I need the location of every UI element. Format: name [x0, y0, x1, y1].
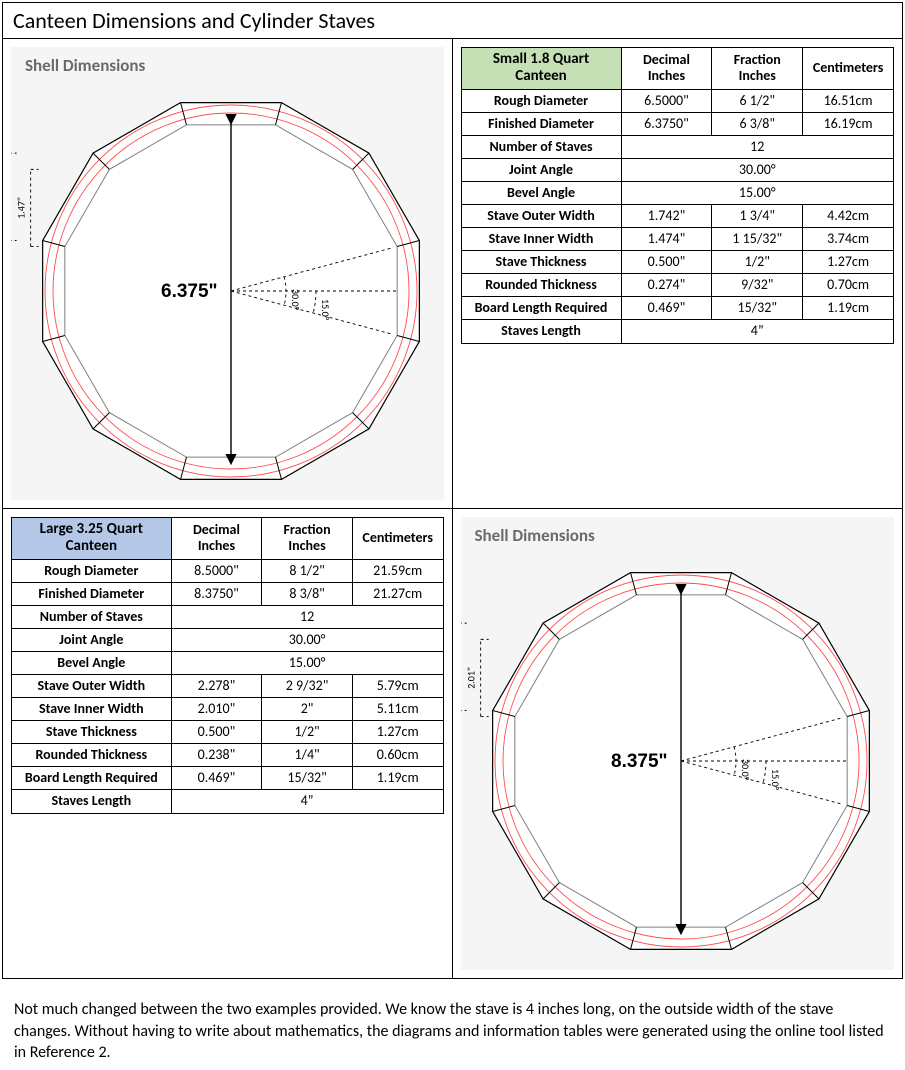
svg-text:30.0°: 30.0°	[289, 289, 302, 311]
svg-text:30.0°: 30.0°	[739, 759, 752, 781]
content-grid: Shell Dimensions 6.375"30.0°15.0°1.47"1.…	[3, 39, 902, 978]
small-dimensions-table: Small 1.8 Quart CanteenDecimal InchesFra…	[461, 47, 895, 344]
svg-text:15.0°: 15.0°	[319, 299, 332, 321]
large-diagram: Shell Dimensions 8.375"30.0°15.0°2.01"2.…	[461, 517, 895, 970]
small-table-cell: Small 1.8 Quart CanteenDecimal InchesFra…	[453, 39, 903, 509]
small-polygon-svg: 6.375"30.0°15.0°1.47"1.74"	[11, 76, 431, 500]
large-polygon-svg: 8.375"30.0°15.0°2.01"2.28"	[461, 546, 881, 970]
large-table-cell: Large 3.25 Quart CanteenDecimal InchesFr…	[3, 509, 453, 978]
svg-text:2.01": 2.01"	[464, 667, 477, 689]
large-diagram-cell: Shell Dimensions 8.375"30.0°15.0°2.01"2.…	[453, 509, 903, 978]
svg-text:15.0°: 15.0°	[769, 769, 782, 791]
large-dimensions-table: Large 3.25 Quart CanteenDecimal InchesFr…	[11, 517, 444, 814]
page-title: Canteen Dimensions and Cylinder Staves	[3, 3, 902, 39]
svg-text:6.375": 6.375"	[161, 281, 218, 302]
small-diagram: Shell Dimensions 6.375"30.0°15.0°1.47"1.…	[11, 47, 444, 500]
svg-text:1.47": 1.47"	[15, 197, 28, 219]
diagram-title-large: Shell Dimensions	[461, 517, 895, 546]
small-diagram-cell: Shell Dimensions 6.375"30.0°15.0°1.47"1.…	[3, 39, 453, 509]
page-frame: Canteen Dimensions and Cylinder Staves S…	[2, 2, 903, 979]
diagram-title-small: Shell Dimensions	[11, 47, 444, 76]
svg-text:8.375": 8.375"	[611, 751, 668, 772]
footer-paragraph: Not much changed between the two example…	[0, 981, 905, 1070]
